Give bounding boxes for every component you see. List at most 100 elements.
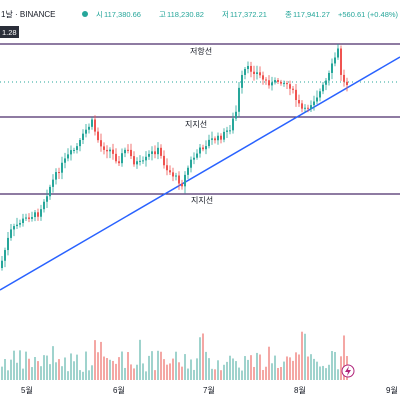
candle-body — [328, 72, 330, 81]
candle-body — [181, 183, 183, 187]
candle-body — [193, 157, 195, 160]
candle-body — [220, 135, 222, 140]
volume-bar — [145, 371, 147, 380]
candle-body — [280, 81, 282, 84]
candle-body — [109, 149, 111, 152]
candle-body — [37, 212, 39, 217]
volume-bar — [10, 359, 12, 380]
volume-bar — [88, 370, 90, 380]
volume-bar — [160, 351, 162, 380]
volume-bar — [13, 350, 15, 380]
volume-bar — [304, 333, 306, 380]
volume-bar — [103, 356, 105, 380]
candle-body — [127, 149, 129, 151]
volume-bar — [223, 364, 225, 380]
volume-bar — [235, 361, 237, 380]
candle-body — [73, 149, 75, 151]
symbol-title[interactable]: 1날 · BINANCE — [1, 9, 55, 19]
volume-bar — [325, 368, 327, 380]
candle-body — [88, 126, 90, 130]
lightning-icon[interactable] — [341, 364, 355, 378]
volume-bar — [178, 362, 180, 380]
ohlc-open: 117,380.66 — [104, 10, 141, 19]
volume-bar — [139, 339, 141, 380]
candle-body — [253, 71, 255, 74]
volume-bar — [226, 361, 228, 380]
volume-bar — [184, 354, 186, 380]
candle-body — [259, 72, 261, 76]
volume-bar — [127, 352, 129, 380]
candle-body — [64, 158, 66, 163]
volume-bar — [298, 354, 300, 380]
candle-body — [265, 79, 267, 81]
volume-bar — [25, 351, 27, 380]
support-label-upper: 지지선 — [185, 120, 207, 129]
volume-bar — [232, 358, 234, 380]
volume-bar — [124, 367, 126, 380]
volume-bar — [28, 358, 30, 380]
volume-bar — [43, 355, 45, 380]
volume-bar — [280, 367, 282, 380]
candle-body — [157, 147, 159, 155]
candle-body — [208, 139, 210, 147]
volume-bar — [31, 367, 33, 380]
volume-bar — [331, 351, 333, 380]
ohlc-low: 117,372.21 — [230, 10, 267, 19]
volume-bar — [193, 369, 195, 380]
volume-bar — [73, 361, 75, 380]
candle-body — [133, 156, 135, 165]
ascending-trendline[interactable] — [0, 56, 400, 291]
market-status-dot — [82, 11, 88, 17]
candle-body — [229, 130, 231, 132]
candle-body — [250, 65, 252, 72]
candle-body — [238, 87, 240, 112]
volume-bar — [217, 360, 219, 380]
candle-body — [310, 105, 312, 109]
candle-body — [124, 149, 126, 154]
volume-bar — [91, 365, 93, 380]
volume-bar — [337, 369, 339, 380]
candle-body — [346, 81, 348, 85]
volume-bar — [133, 368, 135, 380]
ohlc-high-key: 고 — [159, 10, 166, 19]
volume-bar — [343, 335, 345, 380]
candle-body — [256, 72, 258, 74]
volume-bar — [190, 359, 192, 380]
volume-bar — [262, 369, 264, 380]
candle-body — [196, 153, 198, 158]
volume-bar — [109, 359, 111, 380]
candle-body — [121, 153, 123, 164]
candle-body — [142, 160, 144, 162]
candle-body — [169, 170, 171, 173]
volume-bar — [52, 346, 54, 380]
candle-body — [151, 151, 153, 154]
volume-bar — [64, 357, 66, 380]
candle-body — [55, 172, 57, 180]
volume-bar — [289, 357, 291, 380]
candle-body — [76, 146, 78, 150]
candle-body — [217, 135, 219, 141]
candle-body — [46, 196, 48, 202]
candle-body — [106, 149, 108, 152]
candle-body — [226, 130, 228, 132]
candle-body — [277, 80, 279, 82]
candle-body — [79, 139, 81, 147]
candle-body — [1, 260, 3, 268]
volume-bar — [142, 363, 144, 380]
candle-body — [49, 186, 51, 197]
volume-bar — [322, 365, 324, 380]
candle-body — [118, 161, 120, 164]
resistance-label: 저항선 — [190, 47, 212, 56]
volume-bar — [211, 368, 213, 380]
volume-bar — [118, 357, 120, 380]
candle-body — [40, 209, 42, 217]
volume-bar — [136, 364, 138, 380]
candle-body — [190, 159, 192, 168]
candle-body — [52, 179, 54, 187]
candle-body — [295, 89, 297, 100]
candle-body — [262, 75, 264, 80]
volume-bar — [16, 362, 18, 380]
candle-body — [25, 217, 27, 219]
